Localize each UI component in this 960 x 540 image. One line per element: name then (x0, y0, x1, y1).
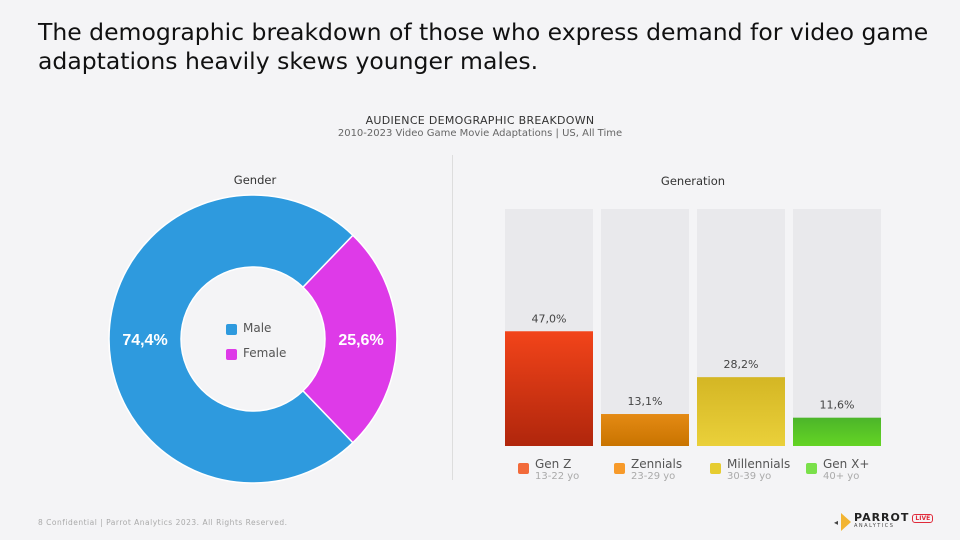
donut-slice-female (301, 234, 398, 444)
legend-sublabel: 30-39 yo (727, 471, 772, 482)
slice-label: 74,4% (122, 332, 167, 349)
legend-swatch (226, 324, 237, 335)
logo-mark-icon (841, 513, 852, 531)
legend-swatch (710, 463, 721, 474)
legend-label: Zennials (631, 457, 683, 471)
legend-female: Female (226, 346, 286, 360)
logo-name: PARROT (854, 511, 910, 524)
bar-value-label: 47,0% (532, 312, 567, 325)
legend-male: Male (226, 321, 271, 335)
bar-millennials (697, 377, 785, 446)
legend-swatch (806, 463, 817, 474)
legend-label: Millennials (727, 457, 791, 471)
bar-gen-x- (793, 417, 881, 446)
legend-item: Gen Z 13-22 yo (518, 457, 579, 482)
parrot-logo: ◂ PARROT ANALYTICS LIVE (834, 511, 934, 531)
bar-value-label: 13,1% (628, 395, 663, 408)
legend-item: Millennials 30-39 yo (710, 457, 790, 482)
logo-arrow-icon: ◂ (834, 517, 839, 527)
bar-track (601, 209, 689, 446)
legend-swatch (614, 463, 625, 474)
generation-title: Generation (660, 174, 726, 188)
legend-sublabel: 23-29 yo (631, 471, 676, 482)
bar-track (793, 209, 881, 446)
legend-label: Male (243, 321, 272, 335)
chart-subtitle: 2010-2023 Video Game Movie Adaptations |… (337, 128, 623, 139)
footer: 8 Confidential | Parrot Analytics 2023. … (38, 518, 288, 527)
bar-zennials (601, 414, 689, 446)
legend-item: Gen X+ 40+ yo (806, 457, 869, 482)
legend-label: Gen Z (535, 457, 572, 471)
legend-swatch (226, 349, 237, 360)
chart-title: AUDIENCE DEMOGRAPHIC BREAKDOWN (365, 114, 595, 127)
legend-label: Gen X+ (823, 457, 870, 471)
page-title: The demographic breakdown of those who e… (38, 18, 929, 75)
legend-item: Zennials 23-29 yo (614, 457, 682, 482)
bar-gen-z (505, 331, 593, 446)
donut-slice-male (108, 194, 354, 484)
legend-label: Female (243, 346, 287, 360)
bar-value-label: 28,2% (724, 358, 759, 371)
bar-value-label: 11,6% (820, 399, 855, 412)
logo-sub: ANALYTICS (854, 523, 895, 529)
gender-title: Gender (233, 173, 277, 187)
legend-sublabel: 13-22 yo (535, 471, 580, 482)
legend-swatch (518, 463, 529, 474)
divider (452, 155, 453, 480)
live-badge: LIVE (912, 513, 934, 523)
slice-label: 25,6% (338, 332, 383, 349)
legend-sublabel: 40+ yo (823, 471, 860, 482)
